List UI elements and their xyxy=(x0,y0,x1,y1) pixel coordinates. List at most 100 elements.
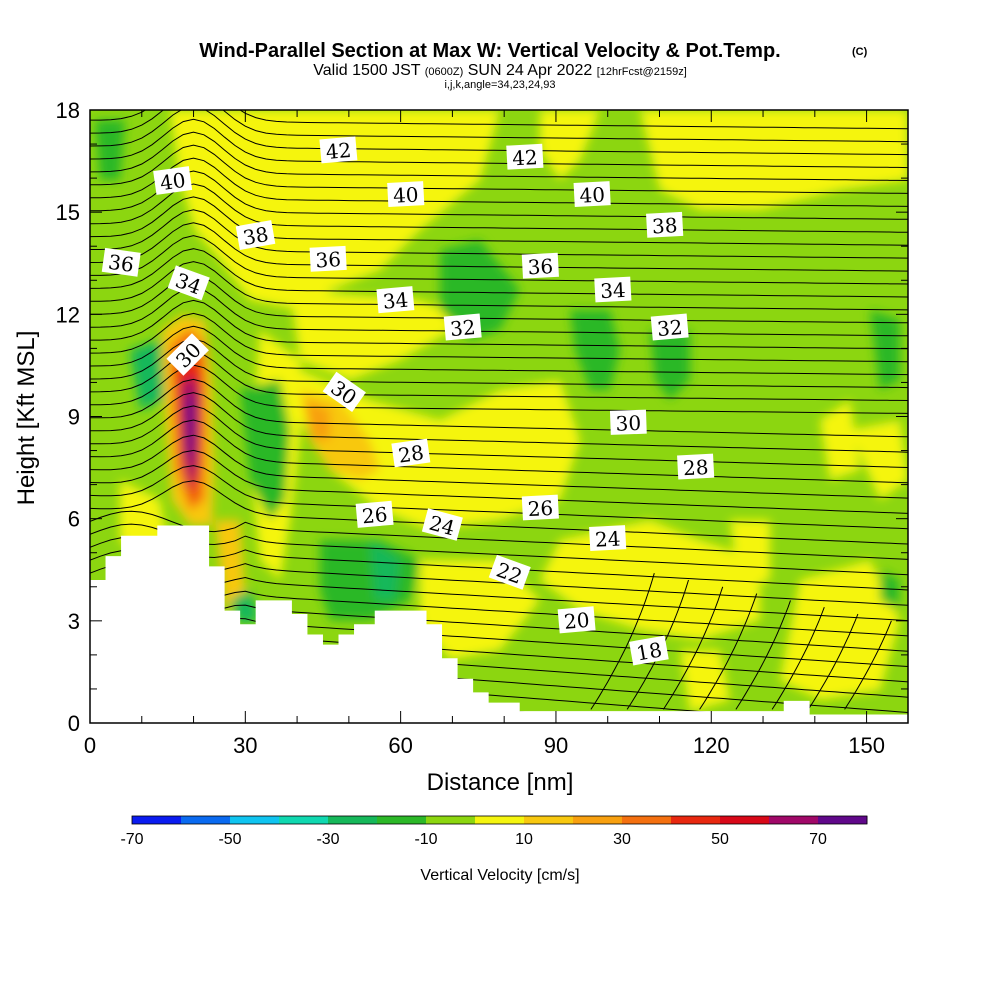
x-tick-label: 60 xyxy=(388,733,412,758)
contour-label-text: 38 xyxy=(241,222,270,250)
y-tick-label: 3 xyxy=(68,609,80,634)
contour-label-box xyxy=(557,606,596,634)
theta-contour xyxy=(90,549,908,606)
contour-label: 34 xyxy=(594,276,632,303)
contour-label: 28 xyxy=(391,438,431,468)
theta-contour xyxy=(90,248,908,298)
contour-label-box xyxy=(322,371,366,413)
theta-contour xyxy=(90,338,908,389)
theta-contour xyxy=(90,196,908,246)
x-tick-label: 0 xyxy=(84,733,96,758)
theta-contour xyxy=(90,449,908,514)
contour-label-text: 36 xyxy=(527,254,554,279)
contour-label: 24 xyxy=(589,525,627,552)
theta-contour xyxy=(90,222,908,272)
contour-label-box xyxy=(488,554,531,590)
contour-label-text: 28 xyxy=(682,455,709,480)
contour-label-text: 36 xyxy=(107,250,136,277)
contour-label-box xyxy=(376,286,415,314)
contour-label-text: 26 xyxy=(361,502,388,528)
colorbar-swatch xyxy=(671,816,721,824)
x-tick-label: 120 xyxy=(693,733,730,758)
theta-contour xyxy=(90,110,908,130)
contour-label: 42 xyxy=(319,136,358,164)
theta-contour-low xyxy=(699,593,758,710)
contour-label-box xyxy=(443,313,482,341)
colorbar-swatch xyxy=(377,816,427,824)
colorbar-tick-label: 70 xyxy=(809,831,827,848)
contour-label-text: 18 xyxy=(634,637,663,665)
theta-contour xyxy=(90,157,908,207)
contour-label-text: 38 xyxy=(651,213,678,238)
theta-contour xyxy=(90,325,908,376)
contour-label-box xyxy=(521,494,559,521)
theta-contour xyxy=(90,110,908,143)
contour-label-box xyxy=(594,276,632,303)
y-tick-label: 18 xyxy=(56,98,80,123)
colorbar-swatch xyxy=(769,816,819,824)
theta-contour xyxy=(90,378,908,438)
theta-contour xyxy=(90,131,908,181)
colorbar-swatch xyxy=(181,816,231,824)
theta-contour xyxy=(90,235,908,285)
theta-contour xyxy=(90,312,908,363)
contour-label-text: 32 xyxy=(656,315,683,341)
colorbar-frame xyxy=(131,815,868,825)
x-axis-label: Distance [nm] xyxy=(427,769,574,796)
theta-contour xyxy=(90,480,908,545)
contour-label-text: 42 xyxy=(512,145,539,170)
contour-label-box xyxy=(387,181,425,208)
colorbar-swatch xyxy=(720,816,770,824)
colorbar-swatch xyxy=(573,816,623,824)
contour-label-box xyxy=(166,333,209,376)
colorbar-swatch xyxy=(279,816,329,824)
theta-contour xyxy=(90,170,908,220)
theta-contour xyxy=(90,523,908,576)
contour-label-box xyxy=(506,143,544,170)
contour-label-text: 40 xyxy=(392,182,419,207)
contour-label-box xyxy=(521,252,559,279)
chart-subtitle: Valid 1500 JST (0600Z) SUN 24 Apr 2022 [… xyxy=(313,62,687,79)
colorbar-swatch xyxy=(475,816,525,824)
contour-label: 38 xyxy=(646,211,684,238)
theta-contour xyxy=(90,364,908,414)
theta-contour xyxy=(90,118,908,169)
x-axis: 0 30 60 90 120 150 xyxy=(84,110,885,758)
chart-title: Wind-Parallel Section at Max W: Vertical… xyxy=(199,40,780,62)
contour-label: 34 xyxy=(376,286,415,314)
contour-label-box xyxy=(646,211,684,238)
contour-label: 30 xyxy=(609,409,647,436)
colorbar-swatch xyxy=(622,816,672,824)
theta-contour xyxy=(90,144,908,194)
colorbar-label: Vertical Velocity [cm/s] xyxy=(420,867,579,884)
theta-contour xyxy=(90,183,908,233)
contour-label-box xyxy=(153,166,193,195)
colorbar-tick-label: 10 xyxy=(515,831,533,848)
contour-label: 36 xyxy=(101,247,141,277)
colorbar-tick-label: 50 xyxy=(711,831,729,848)
y-tick-label: 15 xyxy=(56,200,80,225)
theta-contour xyxy=(90,351,908,401)
contour-label-box xyxy=(319,136,358,164)
x-tick-label: 30 xyxy=(233,733,257,758)
theta-contour-low xyxy=(662,586,724,710)
contour-label: 38 xyxy=(235,220,276,250)
contour-label-text: 40 xyxy=(579,182,606,207)
theta-contour xyxy=(90,588,908,652)
contour-label-box xyxy=(167,265,210,301)
contour-label-box xyxy=(650,313,689,341)
theta-contour-low xyxy=(771,607,825,710)
colorbar-swatch xyxy=(132,816,182,824)
colorbar: -70 -50 -30 -10 10 30 50 70 xyxy=(120,815,868,848)
contour-label: 26 xyxy=(521,494,559,521)
contour-label-box xyxy=(629,635,669,666)
theta-contour-low xyxy=(807,613,859,710)
theta-contour xyxy=(90,405,908,468)
contour-label: 18 xyxy=(629,635,669,666)
contour-label-text: 34 xyxy=(600,278,627,303)
y-tick-label: 6 xyxy=(68,507,80,532)
colorbar-tick-label: -30 xyxy=(316,831,339,848)
